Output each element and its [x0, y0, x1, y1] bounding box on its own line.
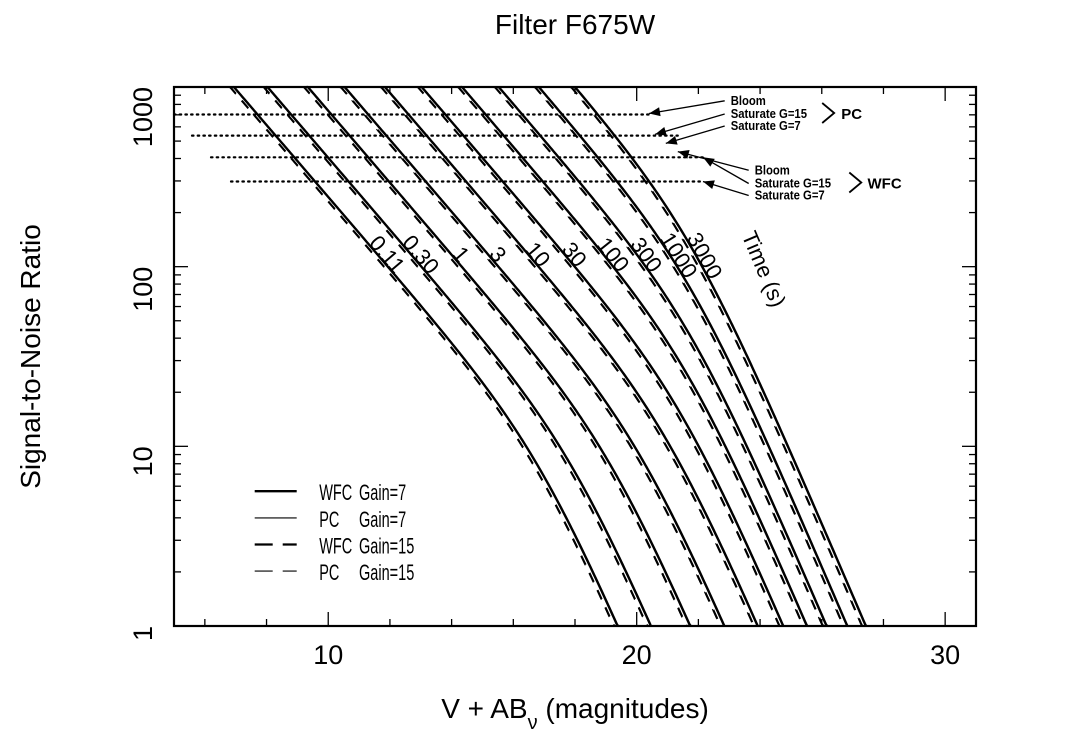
svg-text:Saturate G=7: Saturate G=7 — [755, 188, 825, 203]
svg-text:Saturate G=7: Saturate G=7 — [731, 118, 801, 133]
svg-text:1000: 1000 — [128, 87, 158, 147]
svg-text:WFC: WFC — [868, 176, 902, 193]
svg-text:10: 10 — [128, 446, 158, 476]
svg-text:WFC: WFC — [319, 533, 352, 558]
svg-text:Gain=7: Gain=7 — [359, 507, 406, 532]
svg-text:30: 30 — [930, 640, 960, 670]
svg-text:1: 1 — [128, 626, 158, 641]
svg-text:20: 20 — [622, 640, 652, 670]
svg-text:Signal-to-Noise Ratio: Signal-to-Noise Ratio — [15, 224, 46, 489]
svg-text:Filter F675W: Filter F675W — [495, 9, 656, 40]
svg-text:Gain=15: Gain=15 — [359, 533, 414, 558]
svg-text:Gain=7: Gain=7 — [359, 480, 406, 505]
svg-text:10: 10 — [313, 640, 343, 670]
svg-text:100: 100 — [128, 267, 158, 312]
svg-text:PC: PC — [319, 507, 339, 532]
svg-text:WFC: WFC — [319, 480, 352, 505]
svg-text:Gain=15: Gain=15 — [359, 560, 414, 585]
svg-text:PC: PC — [319, 560, 339, 585]
svg-text:PC: PC — [841, 106, 862, 123]
